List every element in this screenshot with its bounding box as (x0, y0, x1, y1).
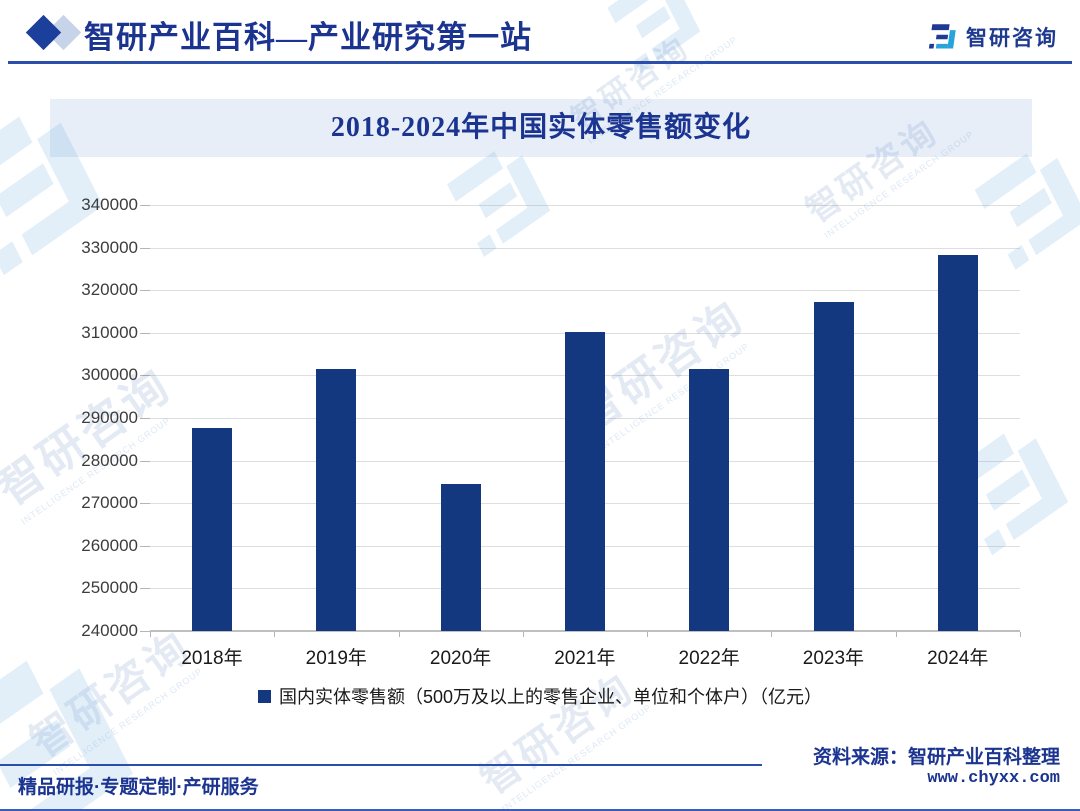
bar (813, 302, 854, 631)
y-axis-label: 240000 (81, 621, 138, 640)
x-axis-label: 2024年 (927, 648, 989, 669)
x-axis-label: 2018年 (181, 648, 243, 669)
x-axis-tick (274, 632, 276, 637)
watermark-text: 智研咨询 INTELLIGENCE RESEARCH GROUP (473, 665, 654, 811)
x-axis-tick (771, 632, 773, 637)
y-axis-tick (140, 503, 150, 505)
bar (316, 368, 357, 631)
legend-swatch (257, 689, 271, 703)
chart-legend: 国内实体零售额（500万及以上的零售企业、单位和个体户）（亿元） (0, 683, 1080, 709)
brand-name: 智研咨询 (966, 27, 1058, 50)
diamond-icon (25, 14, 62, 51)
y-axis-label: 320000 (81, 280, 138, 300)
legend-label: 国内实体零售额（500万及以上的零售企业、单位和个体户）（亿元） (278, 687, 823, 707)
y-axis-tick (140, 332, 150, 334)
y-axis-tick (140, 460, 150, 462)
y-axis-tick (140, 588, 150, 590)
y-axis-label: 280000 (81, 450, 138, 470)
y-axis-tick (140, 375, 150, 377)
website-link[interactable]: www.chyxx.com (927, 769, 1060, 788)
x-axis-tick (895, 632, 897, 637)
footer-tagline: 精品研报·专题定制·产研服务 (18, 777, 259, 798)
brand-logo: 智研咨询 (927, 22, 1058, 52)
site-title: 智研产业百科—产业研究第一站 (84, 20, 532, 55)
gridline (150, 247, 1020, 249)
x-axis-line (150, 630, 1020, 632)
y-axis-tick (140, 418, 150, 419)
y-axis-label: 310000 (81, 322, 138, 342)
page-header: 智研产业百科—产业研究第一站 智研咨询 (0, 0, 1080, 64)
y-axis-label: 300000 (81, 365, 138, 385)
x-axis-tick (150, 632, 151, 637)
footer-divider (0, 764, 762, 766)
x-axis-label: 2023年 (802, 648, 865, 669)
gridline (150, 205, 1020, 206)
header-divider (8, 61, 1072, 64)
bar (192, 428, 233, 631)
x-axis-tick (1020, 632, 1021, 637)
x-axis-tick (647, 632, 649, 637)
y-axis-label: 290000 (81, 408, 138, 427)
y-axis-tick (140, 545, 150, 547)
y-axis-label: 260000 (81, 535, 138, 555)
y-axis-label: 340000 (81, 195, 138, 214)
chart-title-band: 2018-2024年中国实体零售额变化 (50, 99, 1032, 157)
x-axis-label: 2020年 (429, 648, 492, 669)
y-axis-label: 330000 (81, 237, 138, 257)
x-axis-label: 2022年 (678, 648, 740, 669)
y-axis-tick (140, 631, 150, 632)
y-axis-tick (140, 247, 150, 249)
chart-title: 2018-2024年中国实体零售额变化 (330, 112, 752, 143)
x-axis-label: 2019年 (305, 648, 367, 669)
x-axis-tick (398, 632, 400, 637)
zhiyan-logo-icon (928, 24, 956, 49)
y-axis-label: 250000 (81, 578, 138, 598)
bar (440, 484, 481, 631)
y-axis-tick (140, 205, 150, 206)
gridline (150, 290, 1020, 292)
bar (937, 254, 978, 631)
x-axis-tick (522, 632, 524, 637)
data-source: 资料来源：智研产业百科整理 (812, 747, 1060, 768)
bar (565, 332, 605, 631)
y-axis-label: 270000 (81, 493, 138, 513)
bottom-divider (0, 809, 1080, 811)
x-axis-label: 2021年 (554, 648, 616, 669)
bar (689, 369, 730, 631)
y-axis-tick (140, 290, 150, 292)
